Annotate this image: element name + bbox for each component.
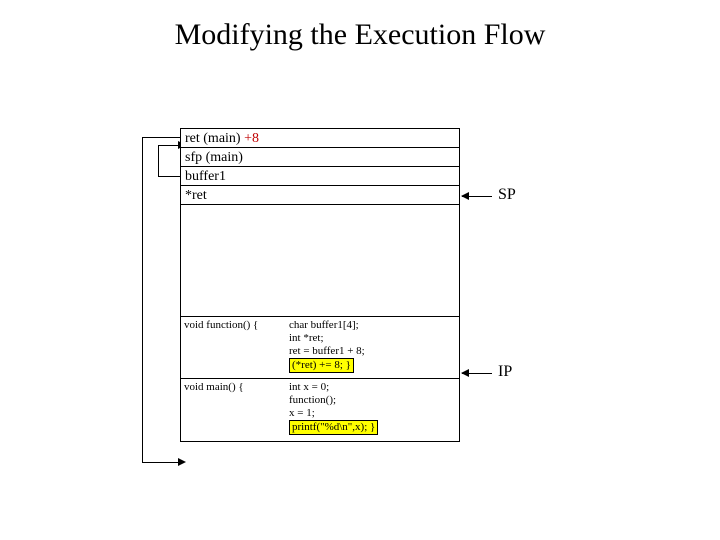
route-1-h2	[142, 462, 180, 463]
code-function-block: void function() { char buffer1[4]; int *…	[181, 317, 459, 379]
route-1-v	[142, 137, 143, 462]
code-line: char buffer1[4];	[289, 319, 456, 332]
route-1-arrow	[178, 458, 186, 466]
code-line-highlight-ip: (*ret) += 8; }	[289, 358, 354, 373]
stack-label: sfp (main)	[185, 150, 243, 165]
stack-row-ret: ret (main) +8	[181, 129, 459, 148]
stack-suffix: +8	[241, 131, 259, 146]
code-function-body: char buffer1[4]; int *ret; ret = buffer1…	[286, 317, 459, 378]
code-main-block: void main() { int x = 0; function(); x =…	[181, 379, 459, 441]
stack-label: *ret	[185, 188, 207, 203]
code-main-sig: void main() {	[181, 379, 286, 441]
stack-label: buffer1	[185, 169, 226, 184]
stack-diagram: ret (main) +8 sfp (main) buffer1 *ret vo…	[180, 128, 460, 442]
stack-label: ret (main)	[185, 131, 241, 146]
route-2-h2	[158, 176, 180, 177]
route-1-h1	[142, 137, 180, 138]
code-line: function();	[289, 394, 456, 407]
code-line: int *ret;	[289, 332, 456, 345]
page-title: Modifying the Execution Flow	[0, 18, 720, 52]
ip-arrow	[462, 373, 492, 374]
code-line: x = 1;	[289, 407, 456, 420]
route-2-h1	[158, 145, 180, 146]
sp-arrow	[462, 196, 492, 197]
code-line: int x = 0;	[289, 381, 456, 394]
code-line: ret = buffer1 + 8;	[289, 345, 456, 358]
stack-row-retptr: *ret	[181, 186, 459, 205]
stack-row-sfp: sfp (main)	[181, 148, 459, 167]
code-main-body: int x = 0; function(); x = 1; printf("%d…	[286, 379, 459, 441]
ip-label: IP	[498, 363, 512, 381]
code-function-sig: void function() {	[181, 317, 286, 378]
sp-label: SP	[498, 186, 516, 204]
stack-gap	[181, 205, 459, 317]
route-2-v	[158, 145, 159, 176]
code-line-highlight-printf: printf("%d\n",x); }	[289, 420, 378, 435]
stack-row-buffer1: buffer1	[181, 167, 459, 186]
